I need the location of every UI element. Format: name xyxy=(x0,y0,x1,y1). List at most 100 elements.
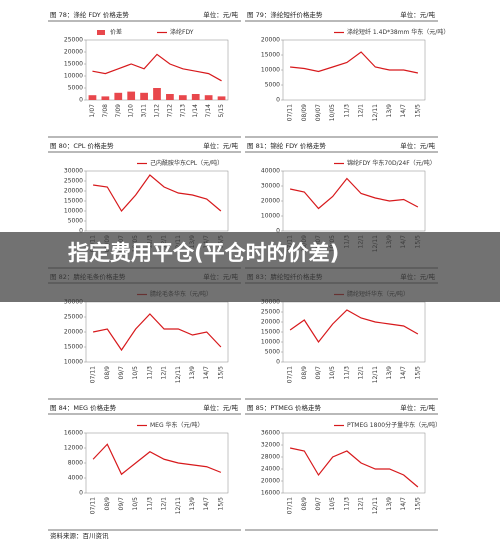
panel-title: 图 80：CPL 价格走势 xyxy=(50,141,114,150)
x-tick-label: 11/3 xyxy=(343,104,350,118)
bar xyxy=(127,91,136,100)
x-tick-label: 13/9 xyxy=(189,366,196,380)
bar xyxy=(114,92,123,100)
x-tick-label: 08/9 xyxy=(104,366,111,380)
plot-frame xyxy=(85,432,229,494)
unit: 单位：元/吨 xyxy=(203,141,238,150)
y-tick-label: 4000 xyxy=(68,475,83,482)
x-tick-label: 1/10 xyxy=(128,104,135,118)
y-tick-label: 5000 xyxy=(68,218,83,225)
x-tick-label: 11/3 xyxy=(343,497,350,511)
y-tick-label: 20000 xyxy=(64,188,83,195)
x-tick-label: 10/5 xyxy=(132,497,139,511)
unit: 单位：元/吨 xyxy=(400,403,435,412)
x-tick-label: 12/11 xyxy=(372,104,379,121)
y-tick-label: 15000 xyxy=(261,329,280,336)
y-tick-label: 5000 xyxy=(265,349,280,356)
y-tick-label: 15000 xyxy=(64,344,83,351)
x-tick-label: 07/11 xyxy=(287,104,294,121)
x-tick-label: 11/3 xyxy=(146,497,153,511)
y-tick-label: 25000 xyxy=(261,309,280,316)
x-tick-label: 13/9 xyxy=(386,497,393,511)
y-tick-label: 0 xyxy=(276,359,280,366)
x-tick-label: 15/5 xyxy=(414,104,421,118)
x-tick-label: 12/1 xyxy=(358,497,365,511)
line xyxy=(92,53,222,82)
unit: 单位：元/吨 xyxy=(203,10,238,19)
line xyxy=(93,174,222,213)
y-tick-label: 25000 xyxy=(64,314,83,321)
x-tick-label: 08/9 xyxy=(104,497,111,511)
y-tick-label: 10000 xyxy=(261,67,280,74)
legend-label: 锦纶FDY 华东70D/24F（元/吨） xyxy=(347,159,436,167)
y-tick-label: 15000 xyxy=(64,198,83,205)
y-tick-label: 10000 xyxy=(64,73,83,80)
line xyxy=(290,51,419,74)
x-tick-label: 15/5 xyxy=(217,497,224,511)
x-tick-label: 1/07 xyxy=(89,104,96,118)
bar xyxy=(217,96,226,100)
panel-title: 图 78：涤纶 FDY 价格走势 xyxy=(50,10,129,19)
y-tick-label: 25000 xyxy=(64,37,83,44)
y-tick-label: 32000 xyxy=(261,442,280,449)
x-tick-label: 7/13 xyxy=(179,104,186,118)
x-tick-label: 12/1 xyxy=(161,497,168,511)
x-tick-label: 09/07 xyxy=(315,104,322,121)
x-tick-label: 12/1 xyxy=(358,104,365,118)
bar xyxy=(101,96,110,100)
x-tick-label: 1/12 xyxy=(154,104,161,118)
y-tick-label: 40000 xyxy=(261,168,280,175)
y-tick-label: 24000 xyxy=(261,466,280,473)
panel-title: 图 81：锦纶 FDY 价格走势 xyxy=(247,141,326,150)
y-tick-label: 20000 xyxy=(261,198,280,205)
y-tick-label: 0 xyxy=(79,490,83,497)
unit: 单位：元/吨 xyxy=(400,10,435,19)
x-tick-label: 07/11 xyxy=(287,497,294,514)
x-tick-label: 09/7 xyxy=(118,497,125,511)
x-tick-label: 15/5 xyxy=(217,366,224,380)
legend-swatch xyxy=(97,30,105,35)
x-tick-label: 13/9 xyxy=(386,366,393,380)
y-tick-label: 28000 xyxy=(261,454,280,461)
x-tick-label: 12/1 xyxy=(358,366,365,380)
line xyxy=(92,313,222,352)
x-tick-label: 12/1 xyxy=(161,366,168,380)
y-tick-label: 15000 xyxy=(261,52,280,59)
x-tick-label: 12/11 xyxy=(175,366,182,383)
y-tick-label: 20000 xyxy=(261,478,280,485)
x-tick-label: 10/5 xyxy=(132,366,139,380)
bar xyxy=(204,95,213,100)
y-tick-label: 30000 xyxy=(261,183,280,190)
x-tick-label: 14/7 xyxy=(400,366,407,380)
x-tick-label: 14/7 xyxy=(400,104,407,118)
x-tick-label: 12/11 xyxy=(372,497,379,514)
bar xyxy=(88,95,97,100)
x-tick-label: 12/11 xyxy=(175,497,182,514)
x-tick-label: 13/9 xyxy=(189,497,196,511)
y-tick-label: 0 xyxy=(79,228,83,235)
y-tick-label: 30000 xyxy=(261,299,280,306)
y-tick-label: 30000 xyxy=(64,168,83,175)
y-tick-label: 8000 xyxy=(68,460,83,467)
y-tick-label: 36000 xyxy=(261,430,280,437)
overlay: 指定费用平仓(平仓时的价差) xyxy=(0,232,500,302)
x-tick-label: 14/7 xyxy=(203,497,210,511)
legend-label: 涤纶短纤 1.4D*38mm 华东（元/吨） xyxy=(347,28,449,36)
x-tick-label: 13/9 xyxy=(386,104,393,118)
x-tick-label: 1/14 xyxy=(192,104,199,118)
x-tick-label: 15/5 xyxy=(414,497,421,511)
plot-frame xyxy=(282,170,426,232)
x-tick-label: 12/11 xyxy=(372,366,379,383)
x-tick-label: 09/7 xyxy=(118,366,125,380)
bar xyxy=(153,88,161,100)
legend-label: PTMEG 1800分子量华东（元/吨） xyxy=(347,421,441,429)
y-tick-label: 0 xyxy=(276,97,280,104)
panel-title: 图 85：PTMEG 价格走势 xyxy=(247,403,322,412)
plot-frame xyxy=(85,170,229,232)
x-tick-label: 7/12 xyxy=(166,104,173,118)
x-tick-label: 7/09 xyxy=(115,104,122,118)
x-tick-label: 7/08 xyxy=(102,104,109,118)
x-tick-label: 10/5 xyxy=(329,366,336,380)
x-tick-label: 07/11 xyxy=(90,366,97,383)
legend-label: 价差 xyxy=(110,28,122,36)
